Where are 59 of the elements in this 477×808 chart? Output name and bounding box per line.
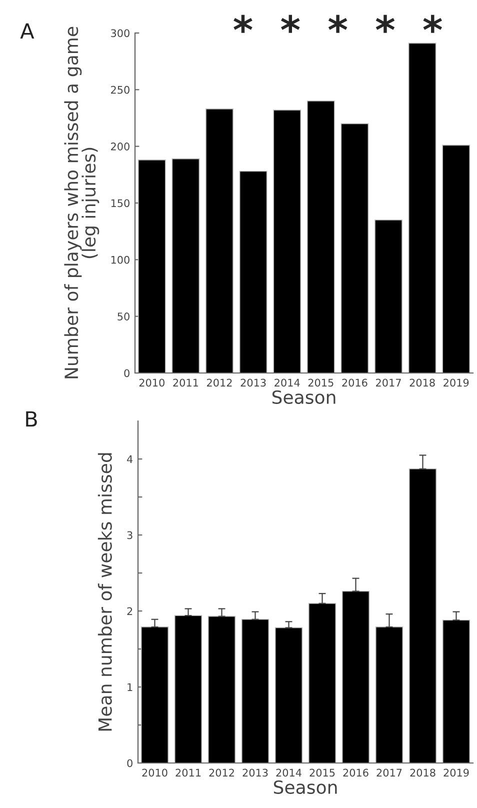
- bar: [273, 110, 302, 373]
- x-tick-label: 2018: [410, 378, 435, 387]
- y-tick-label: 150: [111, 199, 130, 208]
- y-tick-label: 2: [127, 607, 132, 615]
- x-tick-label: 2013: [242, 768, 268, 777]
- chart-title: A: [20, 23, 34, 39]
- x-tick-label: 2017: [376, 768, 402, 777]
- y-tick-label: 300: [111, 29, 130, 38]
- x-tick-label: 2016: [342, 378, 368, 387]
- bar: [140, 626, 169, 763]
- bar: [206, 108, 234, 373]
- bar: [241, 618, 270, 763]
- bar: [239, 170, 268, 373]
- x-tick-label: 2018: [410, 768, 436, 777]
- x-tick-label: 2016: [343, 768, 368, 777]
- bar: [174, 615, 202, 763]
- x-tick-label: 2012: [207, 378, 232, 387]
- y-tick-label: 4: [127, 455, 133, 463]
- x-tick-label: 2019: [444, 378, 469, 387]
- y-tick-label: 50: [118, 312, 130, 320]
- bar: [208, 616, 236, 763]
- bar: [274, 627, 303, 763]
- bar: [408, 42, 436, 373]
- x-tick-label: 2011: [173, 378, 198, 387]
- bar: [306, 100, 335, 373]
- bar: [442, 620, 470, 763]
- y-tick-label: 3: [127, 531, 132, 540]
- y-axis-title: Number of players who missed a game (leg injuries): [64, 26, 100, 378]
- chart-title: B: [26, 411, 37, 427]
- bar: [340, 123, 369, 373]
- y-tick-label: 1: [128, 683, 132, 691]
- x-tick-label: 2017: [376, 378, 401, 387]
- x-tick-label: 2010: [139, 378, 164, 387]
- x-tick-label: 2012: [209, 768, 234, 777]
- x-axis-title: Season: [274, 780, 337, 794]
- bar: [408, 468, 437, 763]
- bar: [138, 160, 166, 373]
- bar: [308, 602, 336, 763]
- x-axis-title: Season: [272, 390, 336, 404]
- x-tick-label: 2015: [308, 378, 334, 387]
- x-tick-label: 2015: [310, 768, 335, 777]
- text: * * * * *: [234, 14, 442, 33]
- bar: [374, 220, 402, 373]
- x-tick-label: 2019: [444, 768, 469, 777]
- y-tick-label: 250: [111, 86, 130, 94]
- x-tick-label: 2010: [142, 768, 168, 777]
- y-tick-label: 0: [127, 759, 132, 768]
- y-axis-title: Mean number of weeks missed: [98, 453, 112, 731]
- y-tick-label: 200: [111, 142, 130, 150]
- x-tick-label: 2014: [276, 768, 302, 777]
- bar: [342, 590, 370, 763]
- bar: [172, 158, 200, 373]
- bar: [442, 144, 470, 373]
- x-tick-label: 2013: [240, 378, 266, 387]
- x-tick-label: 2014: [274, 378, 300, 387]
- bar: [375, 626, 404, 763]
- y-tick-label: 0: [124, 369, 130, 378]
- x-tick-label: 2011: [176, 768, 201, 777]
- y-tick-label: 100: [111, 256, 130, 264]
